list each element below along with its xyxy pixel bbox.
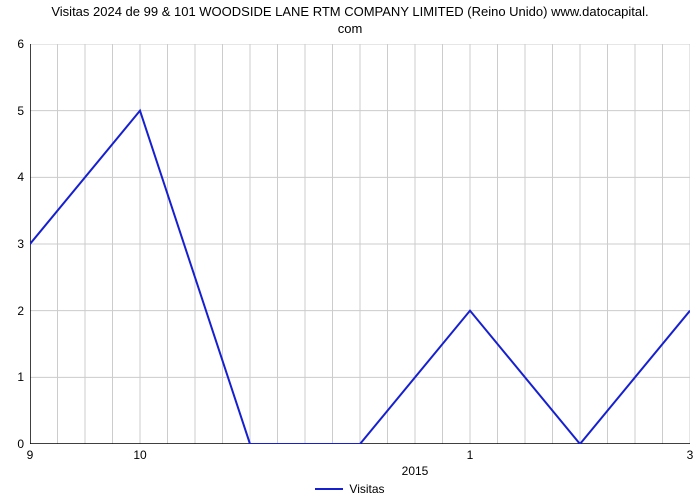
legend: Visitas bbox=[0, 481, 700, 496]
y-tick-label: 5 bbox=[0, 104, 24, 118]
chart-title: Visitas 2024 de 99 & 101 WOODSIDE LANE R… bbox=[0, 4, 700, 38]
y-tick-label: 2 bbox=[0, 304, 24, 318]
plot-svg bbox=[30, 44, 690, 444]
legend-label: Visitas bbox=[349, 482, 384, 496]
x-tick-label: 9 bbox=[27, 448, 34, 462]
y-tick-label: 1 bbox=[0, 370, 24, 384]
visits-line-chart: Visitas 2024 de 99 & 101 WOODSIDE LANE R… bbox=[0, 0, 700, 500]
y-tick-label: 0 bbox=[0, 437, 24, 451]
legend-swatch bbox=[315, 488, 343, 490]
x-tick-label: 3 bbox=[687, 448, 694, 462]
x-tick-label: 1 bbox=[467, 448, 474, 462]
y-tick-label: 6 bbox=[0, 37, 24, 51]
y-tick-label: 3 bbox=[0, 237, 24, 251]
chart-title-line2: com bbox=[338, 21, 363, 36]
x-tick-label: 10 bbox=[133, 448, 146, 462]
chart-title-line1: Visitas 2024 de 99 & 101 WOODSIDE LANE R… bbox=[51, 4, 648, 19]
y-tick-label: 4 bbox=[0, 170, 24, 184]
x-axis-year-label: 2015 bbox=[402, 464, 429, 478]
plot-area bbox=[30, 44, 690, 444]
